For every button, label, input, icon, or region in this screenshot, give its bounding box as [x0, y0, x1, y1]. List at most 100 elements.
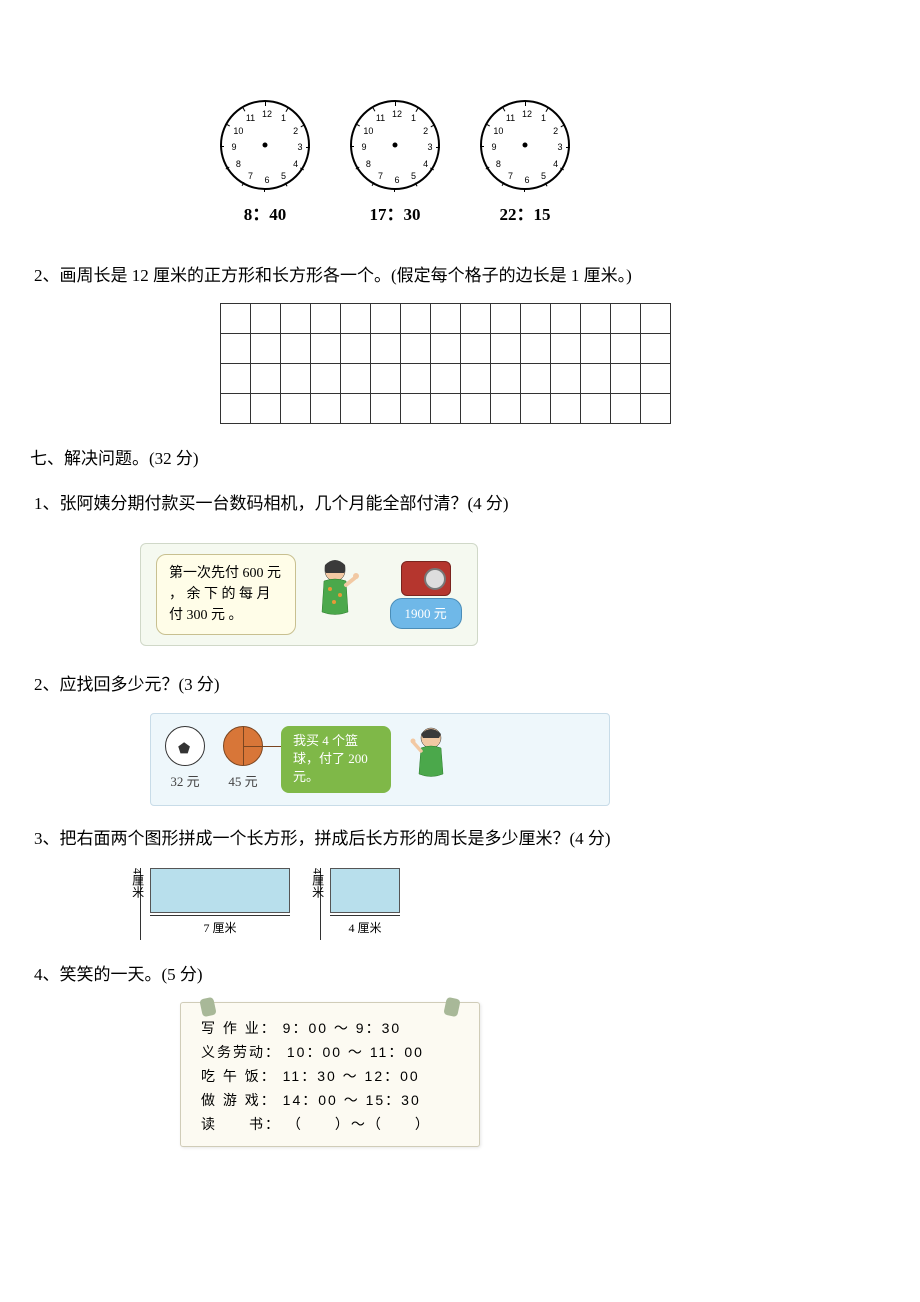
- grid-cell: [371, 364, 401, 394]
- rect1-w-label: 7 厘米: [150, 918, 290, 940]
- clock-numeral: 12: [262, 106, 272, 122]
- soccer-item: 32 元: [165, 726, 205, 793]
- grid-cell: [341, 364, 371, 394]
- clock-label-3: 22：15: [480, 200, 570, 231]
- clock-numeral: 1: [281, 110, 286, 126]
- rect-1-shape: [150, 868, 290, 913]
- grid-cell: [401, 394, 431, 424]
- grid-cell: [581, 334, 611, 364]
- grid-cell: [401, 364, 431, 394]
- clock-numeral: 11: [246, 110, 255, 126]
- p2-speech-bubble: 我买 4 个篮球，付了 200 元。: [281, 726, 391, 793]
- clock-numeral: 4: [293, 155, 298, 171]
- perimeter-grid: [220, 303, 671, 424]
- clock-numeral: 3: [297, 139, 302, 155]
- boy-icon: [409, 724, 454, 795]
- grid-cell: [551, 364, 581, 394]
- grid-cell: [461, 334, 491, 364]
- clock-numeral: 2: [423, 122, 428, 138]
- grid-cell: [341, 394, 371, 424]
- grid-cell: [461, 364, 491, 394]
- grid-cell: [371, 394, 401, 424]
- rect-2-shape: [330, 868, 400, 913]
- grid-cell: [401, 304, 431, 334]
- grid-cell: [581, 304, 611, 334]
- grid-cell: [221, 364, 251, 394]
- clock-numeral: 6: [394, 172, 399, 188]
- grid-cell: [251, 394, 281, 424]
- grid-cell: [461, 304, 491, 334]
- grid-cell: [491, 304, 521, 334]
- clock-numeral: 6: [524, 172, 529, 188]
- grid-cell: [551, 334, 581, 364]
- question-2-text: 2、画周长是 12 厘米的正方形和长方形各一个。(假定每个格子的边长是 1 厘米…: [30, 261, 890, 292]
- clock-3: 121234567891011 22：15: [480, 100, 570, 231]
- clock-numeral: 12: [392, 106, 402, 122]
- clock-face-1: 121234567891011: [220, 100, 310, 190]
- grid-cell: [311, 304, 341, 334]
- grid-cell: [281, 394, 311, 424]
- grid-cell: [431, 334, 461, 364]
- schedule-row: 吃 午 饭： 11：30 ～ 12：00: [201, 1065, 459, 1089]
- rect2-w-label: 4 厘米: [330, 918, 400, 940]
- problem-2-text: 2、应找回多少元？(3 分): [30, 670, 890, 701]
- clock-2: 121234567891011 17：30: [350, 100, 440, 231]
- clock-face-2: 121234567891011: [350, 100, 440, 190]
- rect-1: 4厘米 7 厘米: [150, 868, 290, 940]
- grid-cell: [611, 334, 641, 364]
- camera-price-box: 1900 元: [390, 561, 462, 629]
- clock-numeral: 10: [493, 122, 503, 138]
- grid-cell: [251, 334, 281, 364]
- grid-cell: [371, 334, 401, 364]
- camera-price: 1900 元: [390, 598, 462, 629]
- aunt-icon: [310, 557, 360, 633]
- clock-numeral: 11: [506, 110, 515, 126]
- grid-cell: [251, 364, 281, 394]
- clock-numeral: 8: [366, 155, 371, 171]
- p1-speech-bubble: 第一次先付 600 元 ， 余 下 的 每 月 付 300 元 。: [156, 554, 296, 635]
- clock-numeral: 7: [378, 167, 383, 183]
- grid-cell: [611, 394, 641, 424]
- clock-numeral: 2: [553, 122, 558, 138]
- grid-cell: [311, 364, 341, 394]
- grid-cell: [431, 364, 461, 394]
- problem-2-illustration: 32 元 45 元 我买 4 个篮球，付了 200 元。: [150, 713, 610, 806]
- grid-cell: [641, 334, 671, 364]
- rect2-h-arrow: [330, 915, 400, 916]
- soccer-icon: [165, 726, 205, 766]
- grid-cell: [641, 364, 671, 394]
- basketball-item: 45 元: [223, 726, 263, 793]
- clock-numeral: 1: [541, 110, 546, 126]
- grid-cell: [461, 394, 491, 424]
- grid-cell: [491, 364, 521, 394]
- grid-cell: [281, 304, 311, 334]
- clock-numeral: 9: [491, 139, 496, 155]
- clock-numeral: 7: [248, 167, 253, 183]
- schedule-row: 写 作 业： 9：00 ～ 9：30: [201, 1017, 459, 1041]
- grid-cell: [581, 364, 611, 394]
- grid-cell: [491, 394, 521, 424]
- problem-3-illustration: 4厘米 7 厘米 4厘米 4 厘米: [150, 868, 890, 940]
- grid-cell: [521, 334, 551, 364]
- clock-numeral: 9: [361, 139, 366, 155]
- grid-cell: [401, 334, 431, 364]
- clock-numeral: 8: [496, 155, 501, 171]
- section-7-title: 七、解决问题。(32 分): [30, 444, 890, 475]
- schedule-row: 做 游 戏： 14：00 ～ 15：30: [201, 1089, 459, 1113]
- problem-3-text: 3、把右面两个图形拼成一个长方形，拼成后长方形的周长是多少厘米？(4 分): [30, 824, 890, 855]
- clock-label-1: 8：40: [220, 200, 310, 231]
- clock-numeral: 6: [264, 172, 269, 188]
- schedule-box: 写 作 业： 9：00 ～ 9：30义务劳动： 10：00 ～ 11：00吃 午…: [180, 1002, 480, 1147]
- basketball-icon: [223, 726, 263, 766]
- rect-2: 4厘米 4 厘米: [330, 868, 400, 940]
- grid-cell: [341, 334, 371, 364]
- clocks-row: 121234567891011 8：40 121234567891011 17：…: [220, 100, 890, 231]
- grid-cell: [551, 304, 581, 334]
- problem-4-text: 4、笑笑的一天。(5 分): [30, 960, 890, 991]
- grid-cell: [431, 394, 461, 424]
- schedule-row: 义务劳动： 10：00 ～ 11：00: [201, 1041, 459, 1065]
- clock-numeral: 10: [233, 122, 243, 138]
- schedule-row: 读 书： （ ）～（ ）: [201, 1113, 459, 1137]
- grid-cell: [341, 304, 371, 334]
- rect2-h-label: 4厘米: [306, 868, 328, 898]
